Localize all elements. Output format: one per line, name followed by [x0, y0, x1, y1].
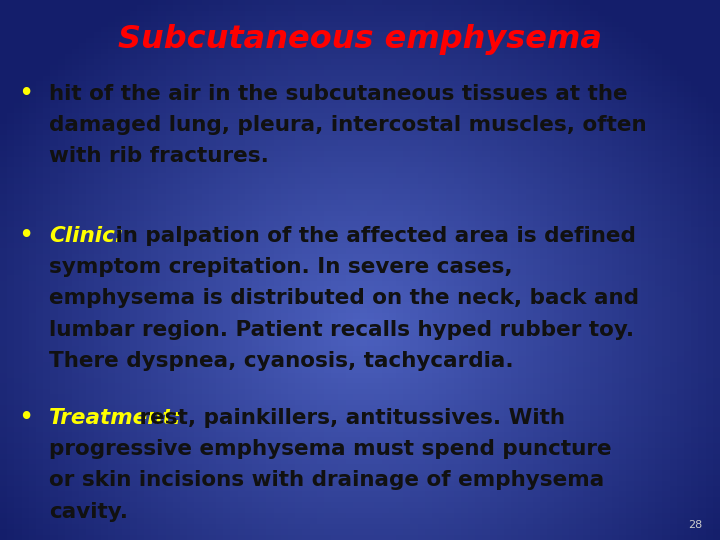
Text: progressive emphysema must spend puncture: progressive emphysema must spend punctur… [49, 439, 611, 459]
Text: cavity.: cavity. [49, 502, 128, 522]
Text: Treatment:: Treatment: [49, 408, 182, 428]
Text: damaged lung, pleura, intercostal muscles, often: damaged lung, pleura, intercostal muscle… [49, 115, 647, 135]
Text: in palpation of the affected area is defined: in palpation of the affected area is def… [108, 226, 636, 246]
Text: •: • [18, 81, 33, 107]
Text: 28: 28 [688, 520, 702, 530]
Text: •: • [18, 405, 33, 431]
Text: rest, painkillers, antitussives. With: rest, painkillers, antitussives. With [132, 408, 564, 428]
Text: with rib fractures.: with rib fractures. [49, 146, 269, 166]
Text: symptom crepitation. In severe cases,: symptom crepitation. In severe cases, [49, 257, 513, 277]
Text: hit of the air in the subcutaneous tissues at the: hit of the air in the subcutaneous tissu… [49, 84, 628, 104]
Text: There dyspnea, cyanosis, tachycardia.: There dyspnea, cyanosis, tachycardia. [49, 351, 513, 371]
Text: or skin incisions with drainage of emphysema: or skin incisions with drainage of emphy… [49, 470, 604, 490]
Text: lumbar region. Patient recalls hyped rubber toy.: lumbar region. Patient recalls hyped rub… [49, 320, 634, 340]
Text: emphysema is distributed on the neck, back and: emphysema is distributed on the neck, ba… [49, 288, 639, 308]
Text: Subcutaneous emphysema: Subcutaneous emphysema [118, 24, 602, 55]
Text: •: • [18, 223, 33, 249]
Text: Clinic:: Clinic: [49, 226, 123, 246]
